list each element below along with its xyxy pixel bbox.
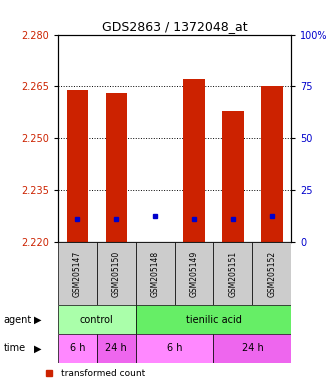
Text: GSM205151: GSM205151	[228, 250, 237, 297]
Text: 6 h: 6 h	[70, 343, 85, 354]
Bar	[213, 334, 291, 363]
Text: GSM205148: GSM205148	[151, 250, 160, 297]
Bar	[144, 242, 166, 256]
Bar	[183, 79, 205, 242]
Bar	[97, 334, 136, 363]
Text: ▶: ▶	[34, 343, 42, 354]
Text: GSM205150: GSM205150	[112, 250, 121, 297]
Text: 6 h: 6 h	[167, 343, 182, 354]
Bar	[252, 242, 291, 305]
Bar	[136, 334, 213, 363]
Text: time: time	[3, 343, 25, 354]
Bar	[106, 93, 127, 242]
Bar	[174, 242, 213, 305]
Text: 24 h: 24 h	[242, 343, 263, 354]
Bar	[136, 242, 174, 305]
Bar	[67, 90, 88, 242]
Text: tienilic acid: tienilic acid	[186, 314, 241, 325]
Bar	[58, 305, 136, 334]
Bar	[261, 86, 283, 242]
Bar	[58, 242, 97, 305]
Text: control: control	[80, 314, 114, 325]
Title: GDS2863 / 1372048_at: GDS2863 / 1372048_at	[102, 20, 247, 33]
Bar	[213, 242, 252, 305]
Text: GSM205152: GSM205152	[267, 250, 276, 297]
Text: ▶: ▶	[34, 314, 42, 325]
Text: transformed count: transformed count	[61, 369, 146, 378]
Text: agent: agent	[3, 314, 31, 325]
Bar	[222, 111, 244, 242]
Bar	[97, 242, 136, 305]
Bar	[58, 334, 97, 363]
Bar	[136, 305, 291, 334]
Text: GSM205149: GSM205149	[190, 250, 199, 297]
Text: 24 h: 24 h	[105, 343, 127, 354]
Text: GSM205147: GSM205147	[73, 250, 82, 297]
